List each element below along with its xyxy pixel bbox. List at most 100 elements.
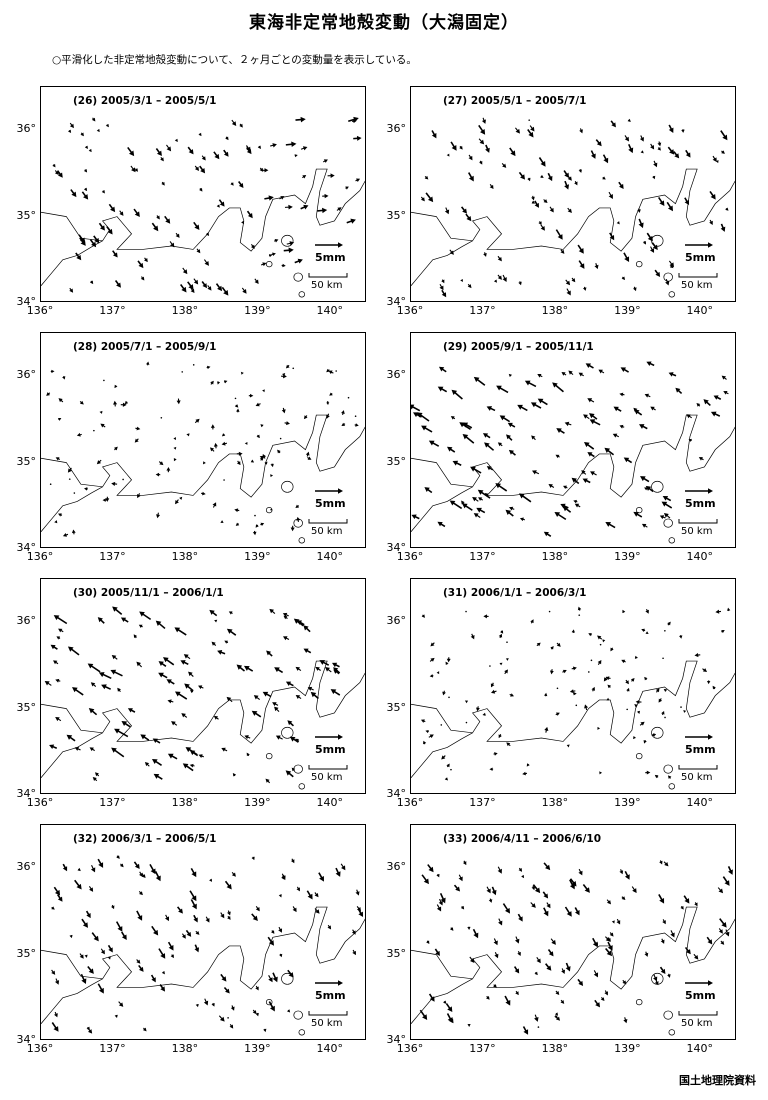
displacement-arrow-head	[577, 606, 582, 611]
displacement-arrow-head	[235, 522, 240, 526]
displacement-arrow-head	[205, 232, 210, 236]
displacement-arrow-head	[633, 735, 636, 740]
displacement-arrow-head	[274, 706, 279, 712]
latitude-tick-label: 35°	[386, 454, 407, 468]
displacement-arrow-head	[611, 920, 615, 924]
displacement-arrow-head	[224, 380, 228, 384]
displacement-arrow-head	[603, 677, 608, 682]
vector-scale-label: 5mm	[685, 497, 716, 510]
displacement-arrow-head	[72, 687, 78, 693]
displacement-arrow-head	[486, 888, 491, 894]
displacement-arrow-head	[345, 186, 349, 190]
displacement-arrow-head	[429, 996, 435, 1002]
displacement-arrow-head	[468, 155, 473, 161]
displacement-arrow-head	[493, 984, 497, 988]
displacement-arrow-head	[446, 763, 450, 768]
map-canvas	[411, 860, 735, 1036]
distance-scale-label: 50 km	[681, 280, 713, 291]
displacement-arrow-head	[548, 951, 554, 957]
displacement-arrow-head	[644, 393, 650, 398]
displacement-arrow-head	[428, 440, 435, 446]
displacement-arrow-head	[255, 907, 260, 912]
displacement-arrow-head	[710, 193, 716, 200]
displacement-arrow-head	[144, 762, 150, 767]
displacement-arrow-head	[530, 402, 537, 408]
displacement-arrow-head	[286, 421, 290, 426]
displacement-arrow-head	[128, 150, 135, 157]
displacement-arrow-head	[578, 870, 583, 876]
displacement-arrow-head	[165, 218, 171, 224]
station-dot	[49, 483, 52, 486]
displacement-arrow-head	[112, 606, 118, 612]
displacement-arrow-head	[58, 398, 63, 403]
displacement-arrow-head	[578, 169, 582, 173]
displacement-arrow-head	[92, 777, 97, 781]
station-dot	[506, 641, 508, 643]
displacement-arrow-head	[547, 175, 553, 182]
latitude-tick-label: 36°	[16, 122, 37, 136]
displacement-arrow-head	[96, 128, 100, 133]
displacement-arrow-head	[483, 252, 487, 257]
displacement-arrow-head	[91, 241, 97, 248]
displacement-arrow-head	[96, 460, 102, 465]
displacement-arrow-head	[708, 488, 713, 494]
displacement-arrow-head	[534, 1017, 539, 1022]
displacement-arrow-head	[119, 863, 124, 868]
displacement-arrow-head	[599, 771, 603, 775]
station-dot	[292, 367, 295, 370]
displacement-arrow-head	[202, 461, 206, 465]
displacement-arrow-head	[479, 160, 483, 165]
latitude-tick-label: 35°	[16, 700, 37, 714]
displacement-arrow-head	[69, 123, 74, 129]
displacement-arrow-head	[210, 424, 215, 428]
displacement-arrow-head	[613, 406, 619, 412]
displacement-arrow-head	[91, 117, 96, 122]
displacement-arrow-head	[219, 1016, 225, 1022]
station-dot	[626, 708, 628, 711]
displacement-arrow-head	[567, 176, 572, 181]
displacement-arrow-head	[668, 127, 674, 133]
displacement-arrow-head	[447, 1017, 453, 1023]
displacement-arrow-head	[560, 249, 565, 254]
distance-scale-label: 50 km	[311, 772, 343, 783]
displacement-arrow-head	[505, 509, 512, 516]
displacement-arrow-head	[203, 1000, 209, 1006]
longitude-tick-label: 138°	[171, 550, 199, 563]
longitude-tick-label: 136°	[396, 304, 424, 317]
displacement-arrow-head	[240, 371, 244, 375]
displacement-arrow-head	[459, 422, 465, 428]
displacement-arrow-head	[606, 900, 612, 905]
displacement-arrow-head	[421, 425, 427, 431]
panel-period-label: (27) 2005/5/1 – 2005/7/1	[441, 95, 589, 107]
displacement-arrow-head	[210, 380, 214, 385]
displacement-arrow-head	[646, 770, 651, 775]
displacement-arrow-head	[94, 237, 100, 244]
displacement-arrow-head	[155, 620, 162, 626]
longitude-tick-label: 136°	[26, 550, 54, 563]
displacement-arrow-head	[353, 116, 359, 123]
displacement-arrow-head	[330, 173, 335, 178]
displacement-arrow-head	[436, 873, 440, 878]
displacement-arrow-head	[461, 503, 468, 509]
displacement-arrow-head	[310, 691, 317, 698]
displacement-arrow-head	[485, 147, 490, 153]
displacement-arrow-head	[561, 371, 566, 376]
displacement-arrow-head	[337, 207, 342, 212]
displacement-arrow-head	[550, 646, 554, 650]
displacement-arrow-head	[241, 220, 245, 224]
displacement-arrow-head	[76, 883, 82, 890]
island-outline	[663, 272, 673, 282]
displacement-arrow-head	[431, 133, 437, 139]
displacement-arrow-head	[290, 859, 295, 864]
displacement-arrow-head	[262, 453, 267, 458]
displacement-arrow-head	[483, 614, 487, 619]
displacement-arrow-head	[520, 174, 526, 180]
displacement-arrow-head	[517, 404, 523, 410]
displacement-arrow-head	[338, 734, 343, 740]
displacement-arrow-head	[300, 116, 306, 123]
displacement-arrow-head	[307, 456, 312, 460]
displacement-arrow-head	[99, 410, 103, 414]
displacement-arrow-head	[579, 129, 583, 134]
distance-scale-bar	[308, 765, 348, 770]
displacement-arrow-head	[709, 220, 713, 226]
